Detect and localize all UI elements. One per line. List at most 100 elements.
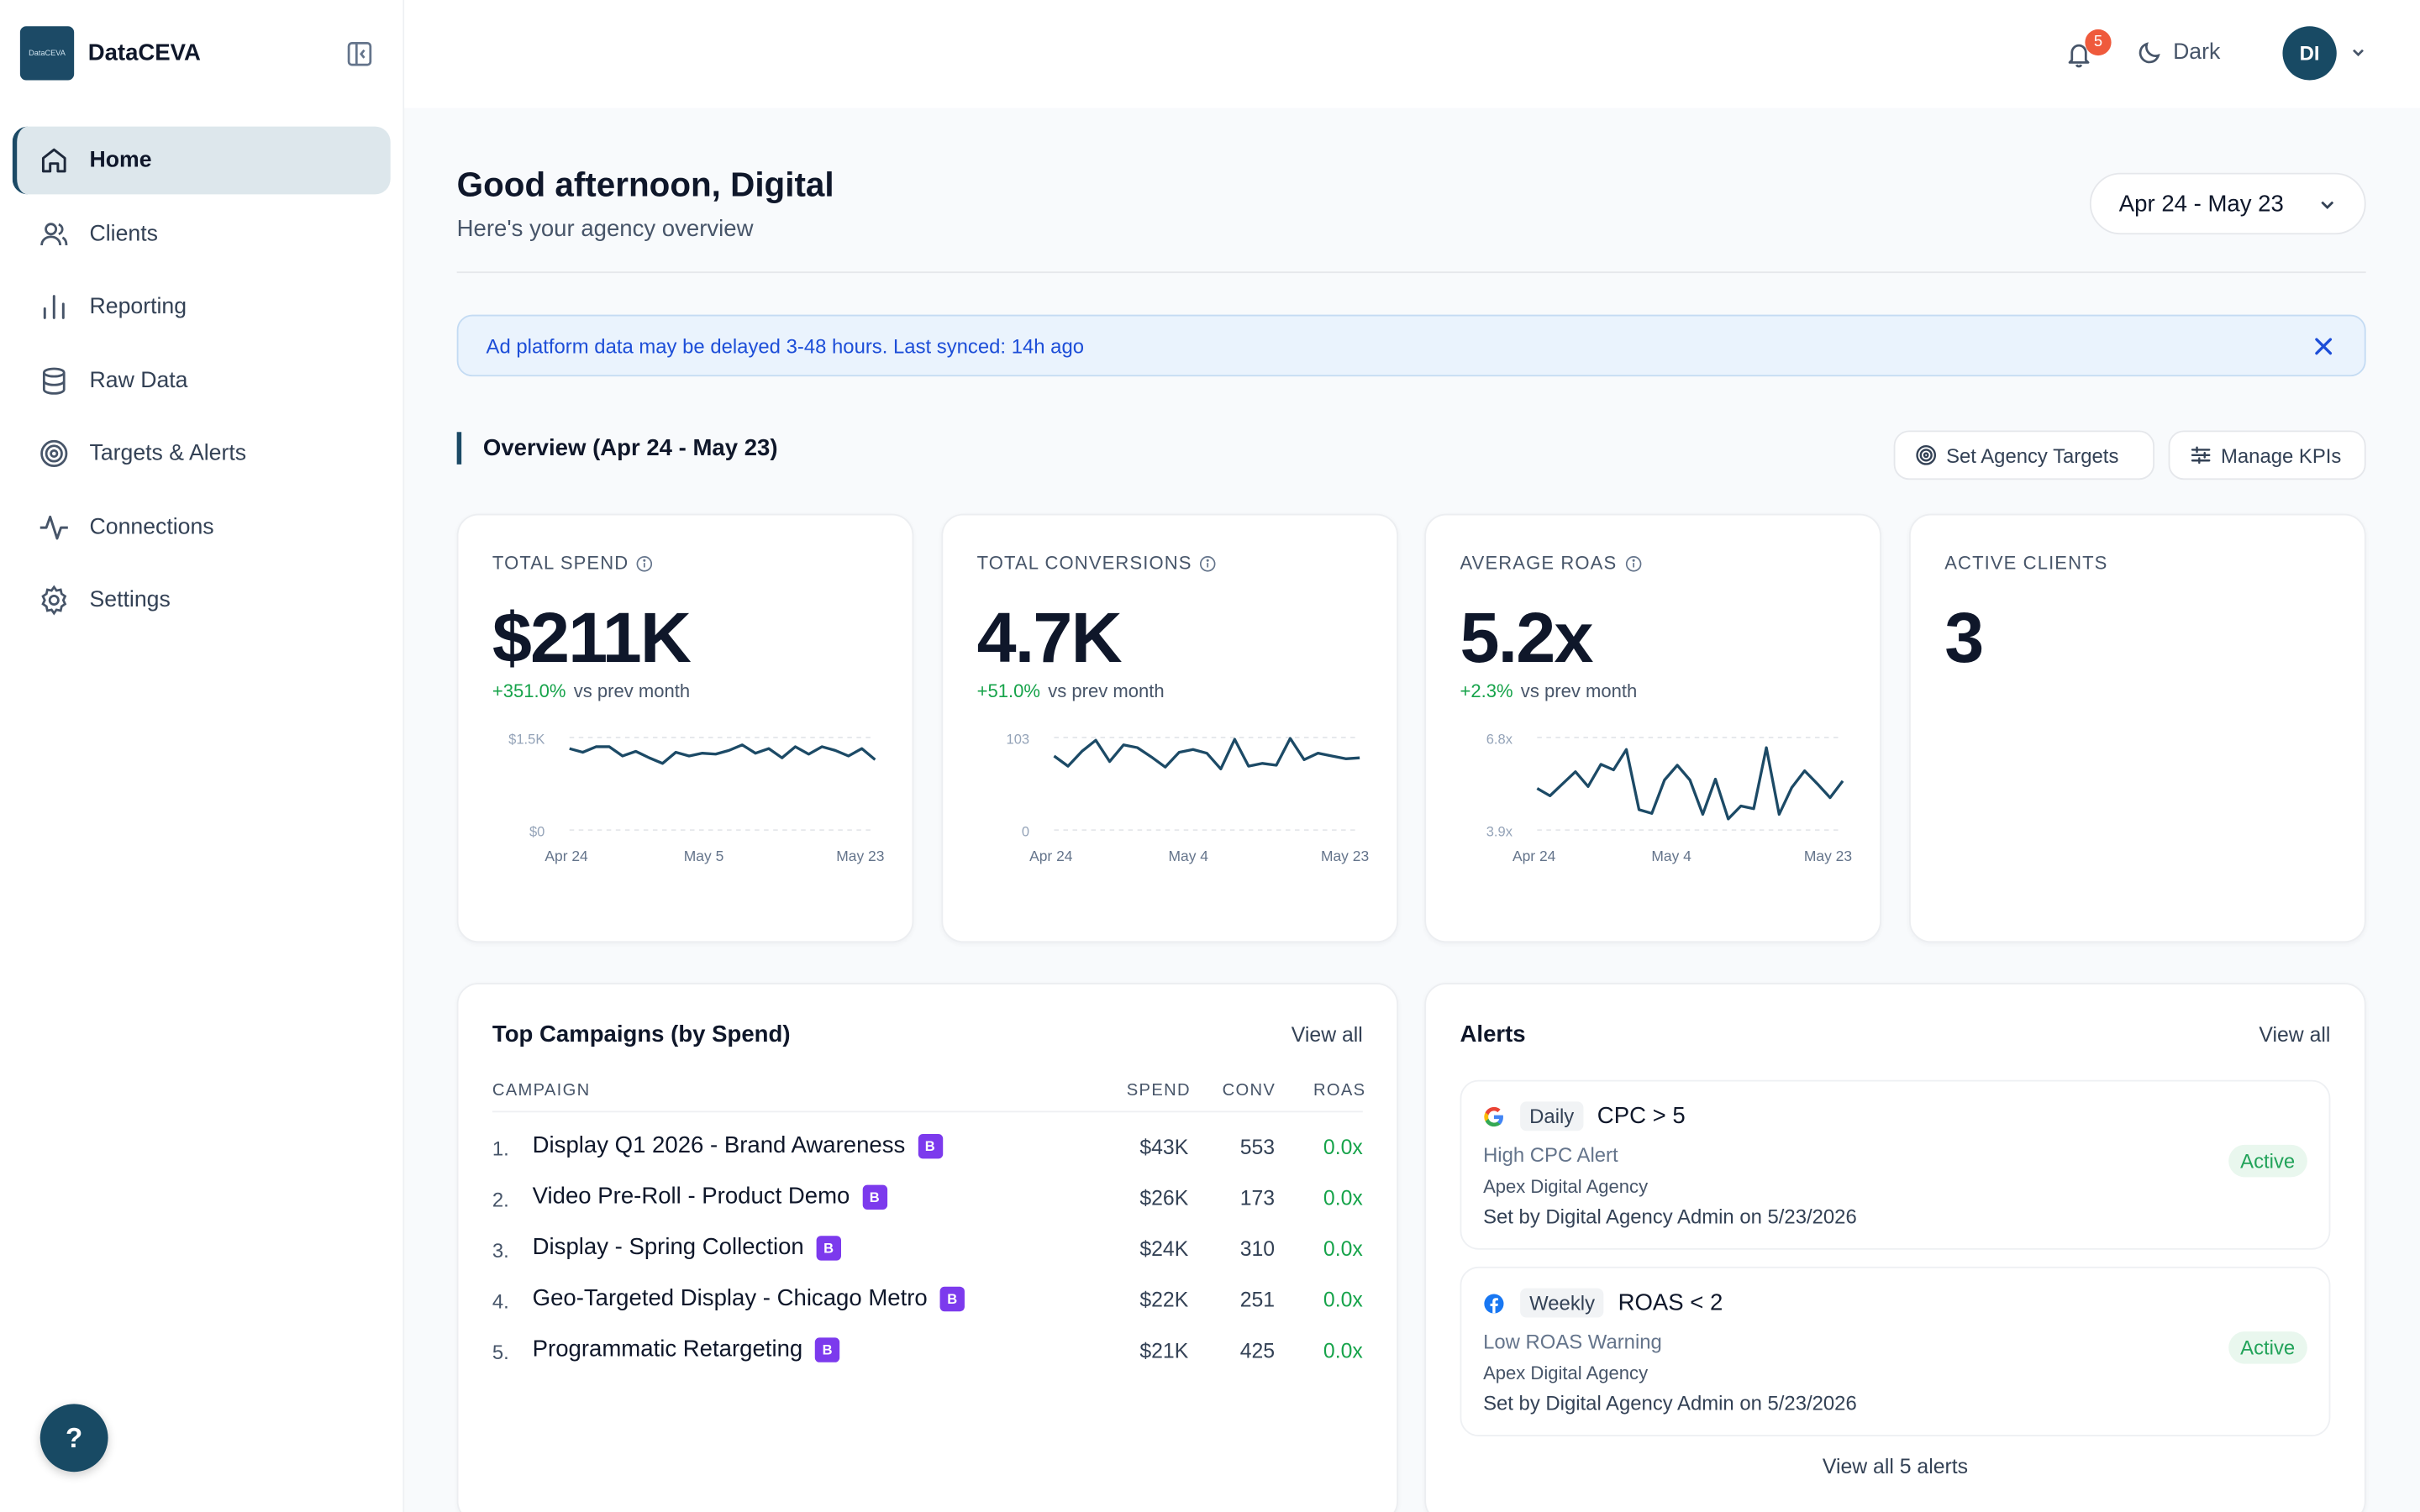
sidebar-item-raw-data[interactable]: Raw Data [13,346,391,414]
kpi-label-text: ACTIVE CLIENTS [1944,552,2108,575]
panel-title: Top Campaigns (by Spend) [492,1021,791,1048]
sidebar-item-home[interactable]: Home [12,126,391,195]
avatar[interactable]: DI [2282,26,2337,81]
campaign-name[interactable]: Geo-Targeted Display - Chicago Metro B [533,1285,965,1311]
sidebar-item-targets-alerts[interactable]: Targets & Alerts [13,420,391,488]
alert-set-by: Set by Digital Agency Admin on 5/23/2026 [1483,1205,1857,1229]
sidebar-item-connections[interactable]: Connections [13,493,391,561]
alert-name: Low ROAS Warning [1483,1330,1662,1353]
sliders-icon [2191,446,2211,465]
date-range-picker[interactable]: Apr 24 - May 23 [2089,172,2366,235]
notification-badge: 5 [2085,29,2112,56]
kpi-label-text: AVERAGE ROAS [1460,552,1618,575]
kpi-value: 4.7K [976,596,1123,678]
alert-header: Weekly ROAS < 2 [1483,1288,1723,1318]
x-tick-label: May 23 [836,848,884,864]
kpi-change-value: +2.3% [1460,680,1513,702]
frequency-badge: Weekly [1520,1288,1605,1318]
page-title: Good afternoon, Digital [456,165,834,204]
y-tick-label: $0 [529,823,544,839]
cell-conv: 425 [1239,1339,1276,1362]
campaign-name[interactable]: Video Pre-Roll - Product Demo B [533,1184,887,1210]
campaign-name[interactable]: Display Q1 2026 - Brand Awareness B [533,1132,943,1158]
kpi-value: 3 [1944,596,1984,678]
users-icon [39,218,70,249]
view-all-campaigns-link[interactable]: View all [1291,1022,1363,1047]
cell-spend: $21K [1139,1339,1189,1362]
kpi-change-value: +51.0% [976,680,1041,702]
sidebar-item-reporting[interactable]: Reporting [13,273,391,341]
section-title: Overview (Apr 24 - May 23) [456,432,778,465]
set-agency-targets-button[interactable]: Set Agency Targets [1893,430,2155,480]
row-number: 2. [492,1188,509,1211]
view-all-alerts-link[interactable]: View all [2259,1022,2331,1047]
cell-conv: 173 [1239,1186,1276,1210]
cell-roas: 0.0x [1323,1288,1363,1312]
activity-icon [39,512,70,543]
cell-roas: 0.0x [1323,1339,1363,1362]
table-row[interactable]: 4. Geo-Targeted Display - Chicago Metro B $… [492,1279,1363,1331]
info-icon[interactable] [1200,554,1217,571]
campaign-name[interactable]: Programmatic Retargeting B [533,1336,840,1362]
sidebar-item-clients[interactable]: Clients [13,200,391,268]
kpi-value: $211K [492,596,692,678]
y-tick-label: 6.8x [1486,731,1513,747]
kpi-value: 5.2x [1460,596,1594,678]
kpi-change-suffix: vs prev month [1520,680,1638,702]
page-subtitle: Here's your agency overview [456,216,754,243]
row-number: 3. [492,1238,509,1263]
cell-spend: $22K [1139,1288,1189,1312]
table-row[interactable]: 3. Display - Spring Collection B $24K 310 0.0… [492,1228,1363,1279]
sidebar-collapse-icon[interactable] [345,40,373,68]
kpi-change: +51.0% vs prev month [977,680,1165,702]
chevron-down-icon[interactable] [2349,43,2367,61]
view-all-alerts-link[interactable]: View all 5 alerts [1822,1455,1969,1478]
campaign-name-text: Display Q1 2026 - Brand Awareness [532,1132,906,1159]
kpi-label: ACTIVE CLIENTS [1944,553,2107,575]
chevron-down-icon [2321,201,2334,209]
alert-card[interactable]: Daily CPC > 5 High CPC Alert Apex Digita… [1460,1079,2331,1250]
button-label: Set Agency Targets [1946,444,2119,467]
column-header-campaign: CAMPAIGN [492,1081,591,1100]
theme-toggle-button[interactable]: Dark [2138,40,2220,65]
sidebar-item-settings[interactable]: Settings [13,566,391,634]
campaign-name[interactable]: Display - Spring Collection B [533,1234,841,1261]
close-icon[interactable] [2313,336,2333,356]
table-row[interactable]: 1. Display Q1 2026 - Brand Awareness B $43K… [492,1126,1363,1178]
table-row[interactable]: 2. Video Pre-Roll - Product Demo B $26K 173 0… [492,1177,1363,1228]
kpi-label: TOTAL CONVERSIONS [977,553,1217,574]
sidebar: DataCEVA DataCEVA Home Clients [0,0,405,1512]
alert-card[interactable]: Weekly ROAS < 2 Low ROAS Warning Apex Di… [1460,1266,2331,1436]
brand-name: DataCEVA [87,39,201,66]
kpi-card-total-spend: TOTAL SPEND $211K +351.0% vs prev month $… [456,513,914,943]
platform-badge: B [814,1336,840,1362]
info-icon[interactable] [636,554,653,571]
table-row[interactable]: 5. Programmatic Retargeting B $21K 425 0.0x [492,1330,1363,1381]
y-tick-label: 0 [1022,823,1029,839]
alert-name: High CPC Alert [1483,1142,1618,1167]
help-button[interactable]: ? [39,1404,108,1473]
sidebar-item-label: Home [89,148,152,173]
kpi-change: +351.0% vs prev month [492,680,690,702]
brand[interactable]: DataCEVA DataCEVA [19,26,201,81]
database-icon [39,365,70,396]
cell-spend: $26K [1139,1186,1189,1210]
gear-icon [39,585,70,616]
cell-spend: $43K [1139,1135,1189,1159]
manage-kpis-button[interactable]: Manage KPIs [2168,430,2366,480]
sparkline-series [1536,746,1844,821]
row-number: 5. [492,1341,509,1364]
sidebar-item-label: Clients [89,221,158,246]
kpi-card-total-conversions: TOTAL CONVERSIONS 4.7K +51.0% vs prev mon… [941,513,1399,943]
info-icon[interactable] [1624,554,1641,571]
alert-rule: CPC > 5 [1597,1103,1686,1130]
brand-logo: DataCEVA [19,26,75,81]
x-tick-label: Apr 24 [544,848,588,864]
x-tick-label: May 4 [1651,848,1691,864]
cell-roas: 0.0x [1323,1186,1363,1210]
moon-icon [2139,42,2160,64]
bell-icon[interactable] [2065,40,2093,68]
google-icon [1484,1105,1503,1126]
divider [492,1110,1363,1113]
